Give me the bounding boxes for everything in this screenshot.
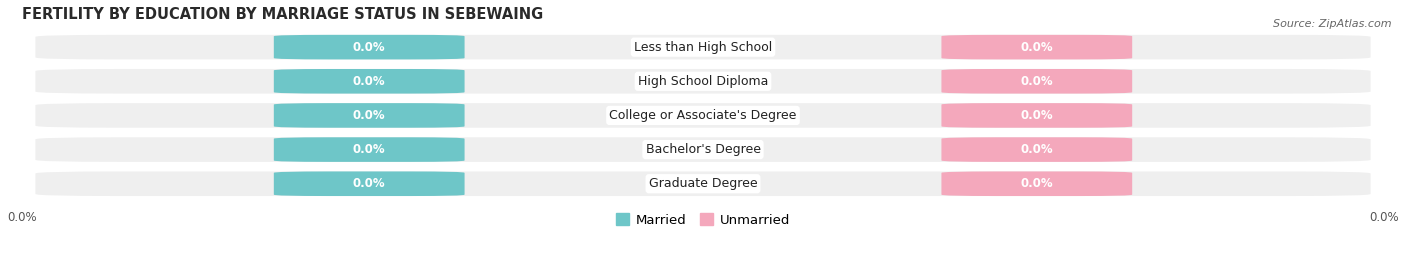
Text: Graduate Degree: Graduate Degree <box>648 177 758 190</box>
Text: 0.0%: 0.0% <box>1021 109 1053 122</box>
FancyBboxPatch shape <box>274 172 464 196</box>
Text: High School Diploma: High School Diploma <box>638 75 768 88</box>
FancyBboxPatch shape <box>942 137 1132 162</box>
Legend: Married, Unmarried: Married, Unmarried <box>610 208 796 232</box>
FancyBboxPatch shape <box>274 103 464 128</box>
Text: FERTILITY BY EDUCATION BY MARRIAGE STATUS IN SEBEWAING: FERTILITY BY EDUCATION BY MARRIAGE STATU… <box>21 7 543 22</box>
FancyBboxPatch shape <box>942 35 1132 59</box>
Text: 0.0%: 0.0% <box>1021 41 1053 54</box>
Text: 0.0%: 0.0% <box>1021 75 1053 88</box>
Text: Bachelor's Degree: Bachelor's Degree <box>645 143 761 156</box>
Text: 0.0%: 0.0% <box>353 41 385 54</box>
FancyBboxPatch shape <box>35 137 1371 162</box>
Text: 0.0%: 0.0% <box>1021 143 1053 156</box>
Text: 0.0%: 0.0% <box>353 75 385 88</box>
FancyBboxPatch shape <box>35 35 1371 59</box>
FancyBboxPatch shape <box>942 69 1132 94</box>
Text: 0.0%: 0.0% <box>353 109 385 122</box>
FancyBboxPatch shape <box>35 103 1371 128</box>
FancyBboxPatch shape <box>274 137 464 162</box>
FancyBboxPatch shape <box>942 103 1132 128</box>
Text: College or Associate's Degree: College or Associate's Degree <box>609 109 797 122</box>
FancyBboxPatch shape <box>274 69 464 94</box>
Text: 0.0%: 0.0% <box>353 143 385 156</box>
FancyBboxPatch shape <box>942 172 1132 196</box>
FancyBboxPatch shape <box>35 69 1371 94</box>
Text: Less than High School: Less than High School <box>634 41 772 54</box>
Text: 0.0%: 0.0% <box>353 177 385 190</box>
Text: Source: ZipAtlas.com: Source: ZipAtlas.com <box>1274 19 1392 29</box>
FancyBboxPatch shape <box>274 35 464 59</box>
Text: 0.0%: 0.0% <box>1021 177 1053 190</box>
FancyBboxPatch shape <box>35 172 1371 196</box>
